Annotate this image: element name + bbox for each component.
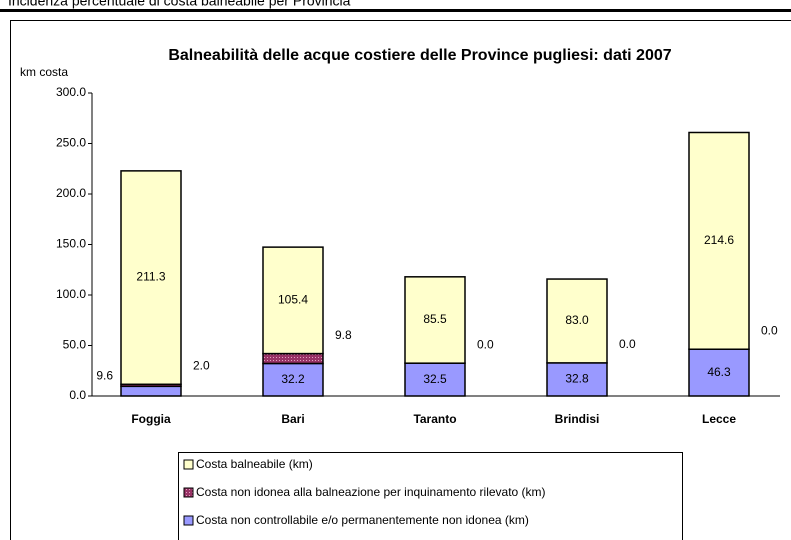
- x-tick-label: Foggia: [131, 412, 171, 426]
- data-label: 32.8: [565, 372, 589, 386]
- x-tick-label: Brindisi: [555, 412, 600, 426]
- data-label: 9.8: [335, 328, 352, 342]
- data-label: 32.2: [281, 372, 305, 386]
- bar-segment: [120, 385, 182, 397]
- data-label: 85.5: [423, 312, 447, 326]
- y-tick-label: 250.0: [56, 136, 86, 150]
- legend-label: Costa non idonea alla balneazione per in…: [196, 485, 546, 499]
- y-axis-label: km costa: [20, 65, 68, 79]
- y-tick-label: 300.0: [56, 85, 86, 99]
- bar-segment: [120, 170, 182, 386]
- bar-segment: [404, 362, 466, 397]
- chart-frame: [10, 20, 791, 540]
- chart-title: Balneabilità delle acque costiere delle …: [168, 47, 671, 64]
- bar-segment: [546, 278, 608, 364]
- legend-swatch: [183, 515, 194, 526]
- data-label: 0.0: [761, 323, 778, 337]
- data-label: 9.6: [96, 368, 113, 382]
- bar-segment: [688, 131, 750, 350]
- legend-label: Costa balneabile (km): [196, 457, 313, 471]
- data-label: 2.0: [193, 358, 210, 372]
- y-tick-label: 0.0: [69, 388, 86, 402]
- x-tick-label: Bari: [281, 412, 304, 426]
- x-tick-label: Lecce: [702, 412, 736, 426]
- legend-swatch: [183, 487, 194, 498]
- y-tick-label: 150.0: [56, 237, 86, 251]
- legend-swatch: [183, 459, 194, 470]
- y-tick-label: 100.0: [56, 287, 86, 301]
- data-label: 211.3: [136, 270, 165, 284]
- data-label: 0.0: [619, 337, 636, 351]
- data-label: 105.4: [278, 293, 308, 307]
- legend: [178, 452, 683, 540]
- bar-segment: [262, 352, 324, 365]
- data-label: 0.0: [477, 337, 494, 351]
- legend-label: Costa non controllabile e/o permanenteme…: [196, 513, 529, 527]
- y-tick-label: 200.0: [56, 186, 86, 200]
- page-header: Incidenza percentuale di costa balneabil…: [8, 0, 351, 9]
- x-tick-label: Taranto: [413, 412, 456, 426]
- data-label: 214.6: [704, 233, 734, 247]
- y-tick-label: 50.0: [63, 338, 87, 352]
- data-label: 32.5: [423, 372, 447, 386]
- data-label: 83.0: [565, 313, 589, 327]
- bar-segment: [262, 246, 324, 355]
- bar-segment: [262, 362, 324, 397]
- bar-segment: [404, 276, 466, 364]
- data-label: 46.3: [707, 365, 731, 379]
- header-rule: [0, 9, 791, 12]
